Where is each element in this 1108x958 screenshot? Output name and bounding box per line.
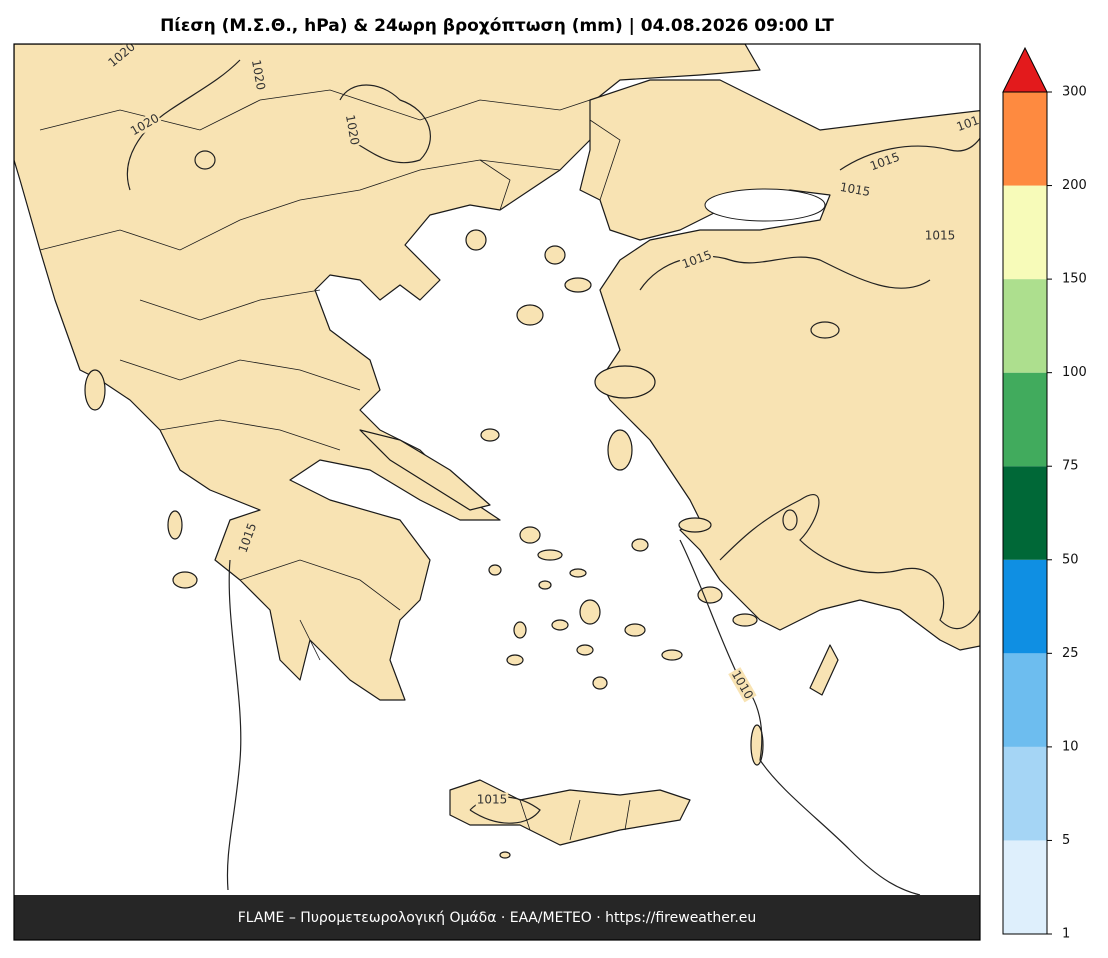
footer-bar xyxy=(14,895,980,940)
colorbar-band xyxy=(1003,185,1047,280)
contour-label: 1020 xyxy=(249,59,268,92)
colorbar-tick-label: 50 xyxy=(1062,552,1079,567)
colorbar-band xyxy=(1003,746,1047,841)
colorbar-extend xyxy=(1002,46,1048,93)
colorbar-band xyxy=(1003,466,1047,560)
colorbar-tick-label: 100 xyxy=(1062,365,1087,380)
footer: FLAME – Πυρομετεωρολογική Ομάδα · ΕΑΑ/ME… xyxy=(238,910,757,926)
contour-label: 1015 xyxy=(925,229,956,243)
colorbar-tick-label: 200 xyxy=(1062,178,1087,193)
contour-label: 1015 xyxy=(477,793,508,807)
colorbar-band xyxy=(1003,372,1047,467)
contour-label: 1020 xyxy=(343,114,362,147)
colorbar-tick-label: 5 xyxy=(1062,833,1070,848)
colorbar-frame xyxy=(1002,91,1048,935)
colorbar-tick-label: 10 xyxy=(1062,739,1079,754)
isobars xyxy=(126,59,980,896)
colorbar-band xyxy=(1003,92,1047,186)
contour-label: 101 xyxy=(955,113,981,134)
colorbar-tick-label: 25 xyxy=(1062,646,1079,661)
evia xyxy=(359,429,491,511)
colorbar-tick-label: 75 xyxy=(1062,459,1079,474)
balkans xyxy=(14,44,761,701)
colorbar-tick-label: 1 xyxy=(1062,927,1070,942)
colorbar-band xyxy=(1003,279,1047,373)
colorbar: 1 5 10 25 50 75 100 150 200 300 xyxy=(1002,46,1087,942)
title: Πίεση (Μ.Σ.Θ., hPa) & 24ωρη βροχόπτωση (… xyxy=(160,16,834,36)
islands xyxy=(84,229,764,859)
colorbar-band xyxy=(1003,840,1047,934)
crete xyxy=(449,779,691,846)
colorbar-tick-label: 300 xyxy=(1062,85,1087,100)
rhodes xyxy=(809,644,839,696)
colorbar-tick-label: 150 xyxy=(1062,272,1087,287)
colorbar-band xyxy=(1003,559,1047,654)
contour-label: 1015 xyxy=(839,180,872,199)
colorbar-band xyxy=(1003,653,1047,747)
